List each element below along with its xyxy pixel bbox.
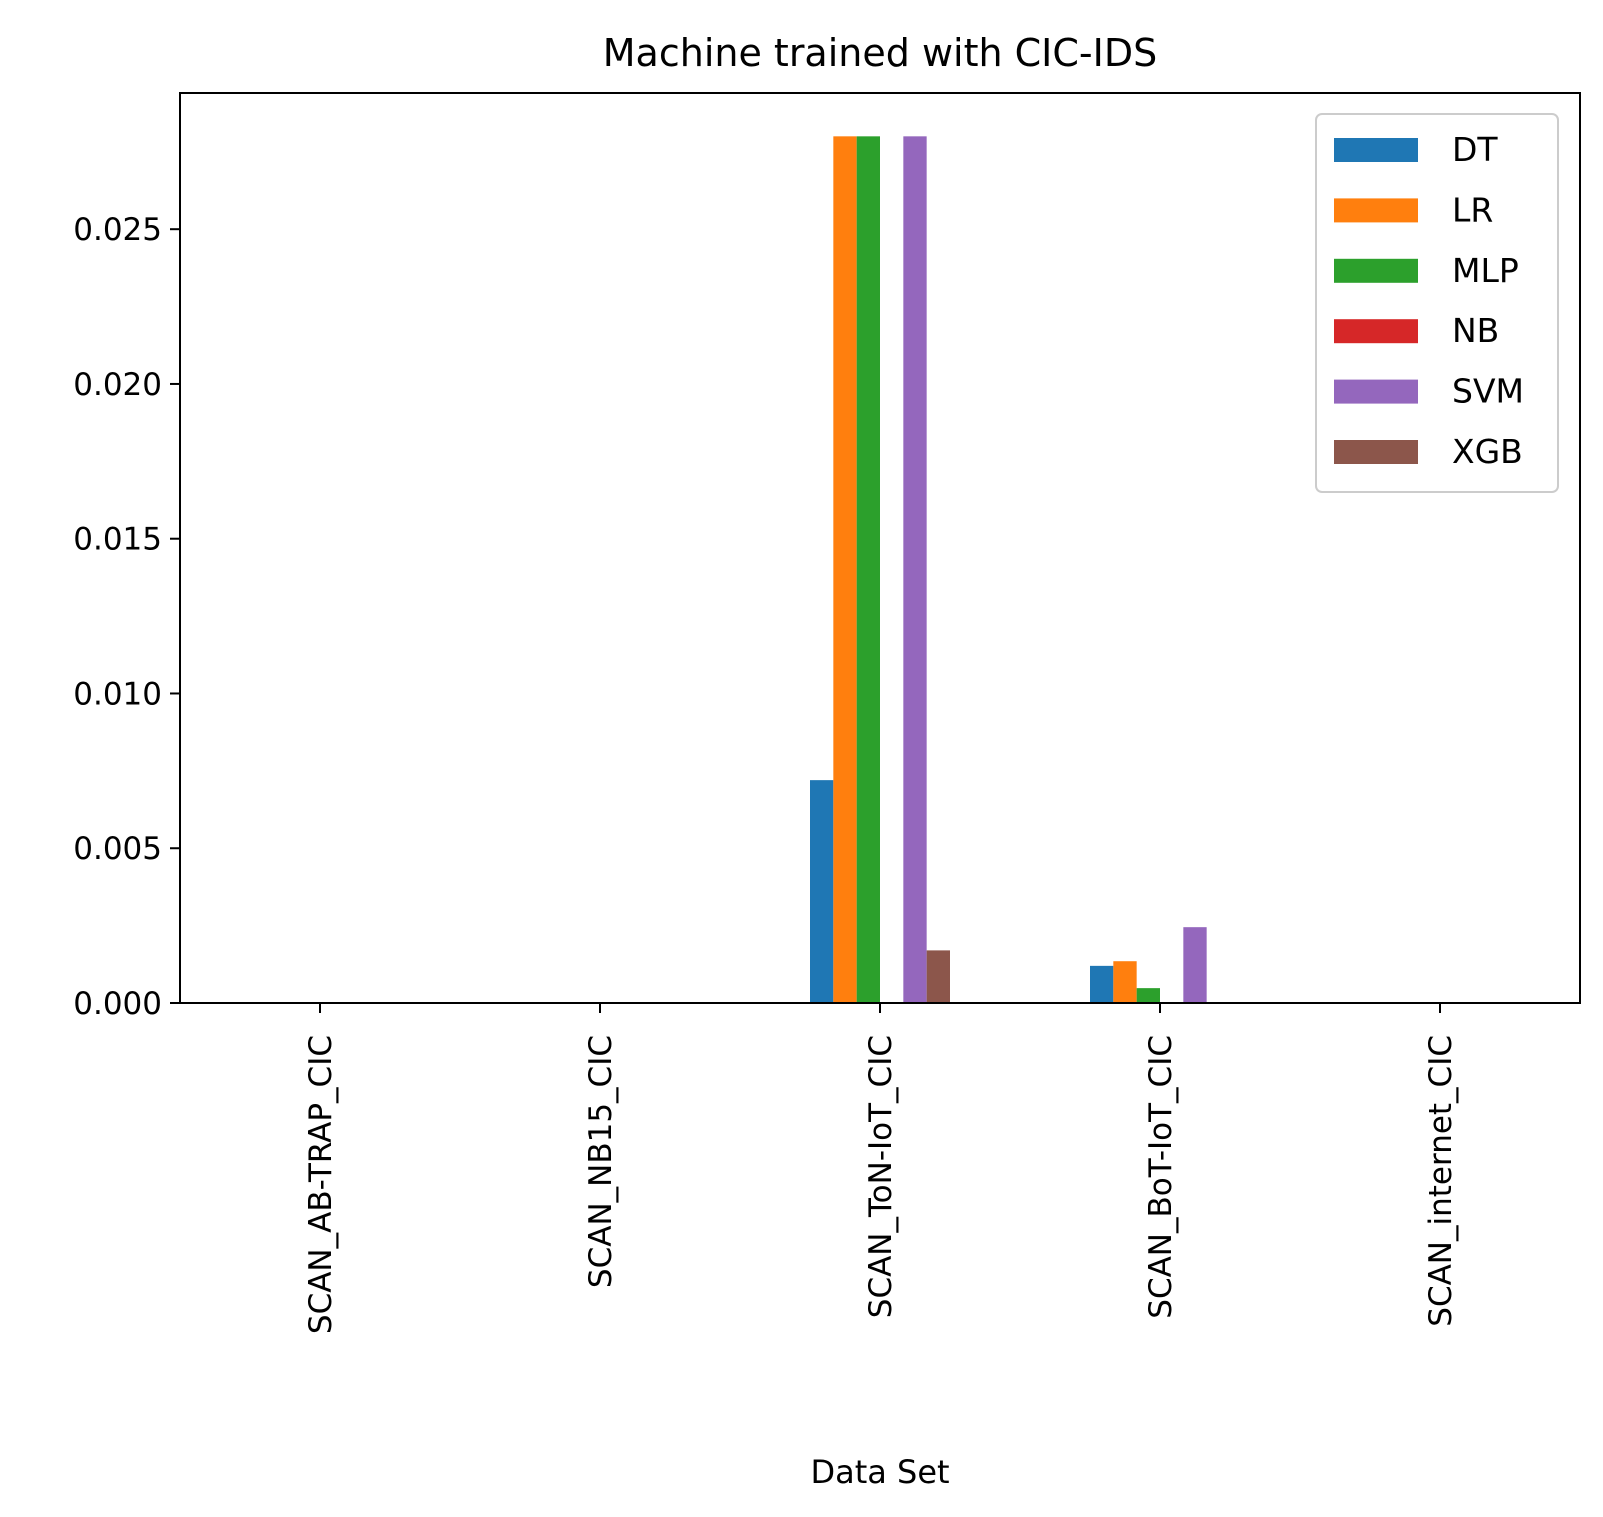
x-tick-label-4: SCAN_BoT-IoT_CIC	[1143, 1035, 1179, 1319]
legend-swatch-dt	[1334, 138, 1418, 162]
y-tick-label-0.010: 0.010	[73, 676, 162, 712]
legend-swatch-svm	[1334, 379, 1418, 404]
y-tick-label-0.015: 0.015	[73, 522, 162, 558]
legend-swatch-mlp	[1334, 258, 1418, 283]
chart-title: Machine trained with CIC-IDS	[603, 31, 1157, 75]
y-tick-label-0.000: 0.000	[73, 986, 162, 1022]
legend-label-lr: LR	[1452, 190, 1493, 229]
y-axis: 0.000 0.005 0.010 0.015 0.020 0.025	[73, 212, 180, 1022]
x-tick-label-2: SCAN_NB15_CIC	[583, 1035, 619, 1288]
bar-dt-4	[1090, 965, 1114, 1003]
y-tick-label-0.005: 0.005	[73, 831, 162, 867]
legend: DT LR MLP NB SVM XGB	[1315, 113, 1559, 493]
x-axis: SCAN_AB-TRAP_CIC SCAN_NB15_CIC SCAN_ToN-Io…	[303, 1003, 1459, 1334]
bar-xgb-3	[926, 950, 950, 1003]
x-tick-label-5: SCAN_internet_CIC	[1423, 1035, 1459, 1327]
bar-lr-4	[1113, 961, 1137, 1003]
bars-layer	[810, 136, 1207, 1003]
legend-swatch-nb	[1334, 319, 1418, 344]
x-tick-label-1: SCAN_AB-TRAP_CIC	[303, 1035, 339, 1334]
bar-mlp-4	[1136, 988, 1160, 1003]
y-tick-label-0.020: 0.020	[73, 367, 162, 403]
legend-label-svm: SVM	[1452, 372, 1524, 411]
bar-dt-3	[810, 780, 834, 1003]
legend-swatch-lr	[1334, 198, 1418, 223]
x-tick-label-3: SCAN_ToN-IoT_CIC	[863, 1035, 899, 1318]
legend-swatch-xgb	[1334, 440, 1418, 464]
bar-lr-3	[833, 136, 857, 1003]
x-axis-label: Data Set	[810, 1453, 949, 1491]
legend-label-nb: NB	[1452, 311, 1499, 350]
legend-label-mlp: MLP	[1452, 251, 1519, 290]
bar-svm-4	[1183, 927, 1207, 1003]
bar-mlp-3	[856, 136, 880, 1003]
y-tick-label-0.025: 0.025	[73, 212, 162, 248]
legend-label-xgb: XGB	[1452, 432, 1523, 471]
bar-svm-3	[903, 136, 927, 1003]
legend-label-dt: DT	[1452, 130, 1498, 169]
